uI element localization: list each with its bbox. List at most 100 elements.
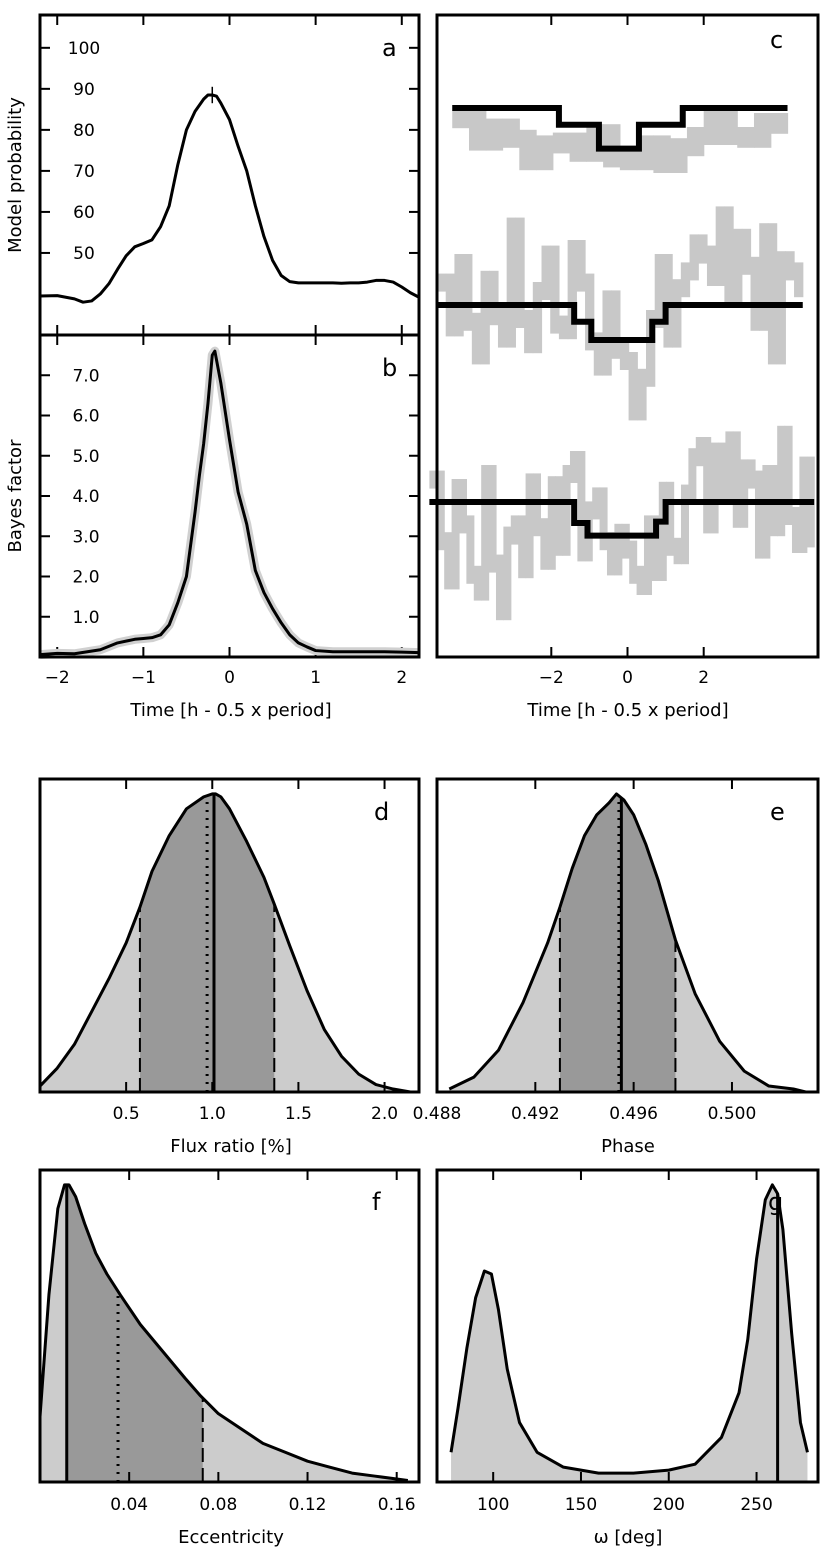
- panel-c-data-bin: [747, 459, 756, 489]
- panel-c-data-bin: [724, 206, 734, 303]
- panel-a-ytick-label: 70: [73, 162, 95, 182]
- panel-b-xtick-label: −1: [131, 668, 156, 688]
- panel-c-data-bin: [469, 110, 487, 151]
- panel-c-data-bin: [703, 110, 722, 145]
- panel-c-data-bin: [497, 307, 508, 348]
- panel-e-xtick-label: 0.492: [511, 1104, 560, 1124]
- panel-c-data-bin: [569, 451, 578, 483]
- panel-c-data-bin: [558, 315, 569, 340]
- panel-c-data-bin: [569, 132, 587, 162]
- panel-c-data-bin: [753, 113, 772, 148]
- panel-c-data-bin: [732, 431, 741, 528]
- panel-g-posterior-area: [451, 1184, 808, 1482]
- panel-c-data-bin: [471, 312, 482, 365]
- panel-a-ylabel: Model probability: [5, 97, 26, 253]
- panel-c-data-bin: [562, 465, 571, 556]
- panel-b: 7.0 6.0 5.0 4.0 3.0 2.0 1.0 −2 −1 0 1 2 b Bayes fac…: [5, 333, 421, 721]
- panel-e-letter: e: [770, 798, 785, 826]
- panel-c-data-bin: [698, 234, 708, 264]
- panel-f: 0.04 0.08 0.12 0.16 f Eccentricity: [38, 1168, 421, 1548]
- panel-a: 100 90 80 70 60 50 a Model probability: [5, 13, 421, 337]
- panel-c-data-bin: [680, 262, 691, 298]
- panel-a-frame: [38, 13, 421, 337]
- panel-c-data-bin: [502, 118, 520, 148]
- panel-c-data-bin: [473, 565, 482, 601]
- panel-f-posterior-curve: [38, 1183, 409, 1483]
- panel-c-data-bin: [524, 310, 534, 354]
- panel-c-data-bin: [547, 476, 556, 570]
- panel-c-data-bin: [466, 515, 475, 584]
- panel-c-data-bin: [654, 254, 665, 328]
- panel-b-ytick-label: 6.0: [72, 407, 99, 427]
- panel-g-xtick-label: 250: [740, 1495, 772, 1515]
- panel-a-plot-area: 100 90 80 70 60 50: [39, 15, 420, 335]
- panel-c-data-bin: [637, 368, 647, 421]
- panel-c-data-bin: [715, 206, 725, 286]
- panel-c-data-bin: [429, 470, 438, 489]
- panel-c-data-bin: [619, 340, 630, 370]
- panel-c-data-bin: [451, 479, 460, 590]
- panel-c-data-bin: [619, 149, 638, 171]
- panel-a-letter: a: [382, 34, 397, 62]
- panel-c-data-bin: [770, 113, 789, 134]
- panel-c-data-bin: [750, 256, 760, 331]
- panel-b-ytick-label: 5.0: [72, 447, 99, 467]
- panel-c-data-bin: [536, 135, 554, 171]
- panel-c-data-bin: [725, 431, 734, 500]
- panel-c-data-bin: [602, 290, 612, 376]
- panel-d-xtick-label: 0.5: [113, 1104, 140, 1124]
- panel-c-data-bin: [785, 251, 795, 281]
- panel-g-xtick-label: 200: [653, 1495, 685, 1515]
- panel-c-data-bin: [629, 540, 638, 584]
- panel-c-frame: [435, 13, 820, 659]
- panel-c-data-bin: [672, 279, 682, 348]
- panel-f-plot-area: 0.04 0.08 0.12 0.16: [38, 1170, 416, 1515]
- panel-c-data-bin: [670, 138, 688, 173]
- panel-c-data-bin: [506, 217, 516, 348]
- panel-c-xtick-label: −2: [539, 668, 564, 688]
- panel-b-letter: b: [382, 354, 397, 382]
- panel-a-ytick-label: 90: [73, 80, 95, 100]
- panel-b-ylabel: Bayes factor: [5, 439, 26, 553]
- panel-c-data-bin: [552, 132, 571, 154]
- panel-c-data-bin: [458, 479, 467, 534]
- panel-b-ytick-label: 1.0: [72, 608, 99, 628]
- panel-c-plot-area: −2 0 2: [429, 15, 815, 688]
- panel-c-data-bin: [518, 515, 527, 579]
- panel-b-plot-area: 7.0 6.0 5.0 4.0 3.0 2.0 1.0 −2 −1 0 1 2: [39, 335, 420, 688]
- panel-e-xlabel: Phase: [601, 1136, 655, 1157]
- panel-f-xtick-label: 0.16: [378, 1495, 416, 1515]
- panel-c-data-bin: [754, 470, 763, 559]
- panel-c-data-bin: [777, 425, 786, 537]
- panel-e-xtick-label: 0.500: [708, 1104, 757, 1124]
- panel-g-xtick-label: 150: [565, 1495, 597, 1515]
- panel-b-ytick-label: 4.0: [72, 487, 99, 507]
- panel-e-xtick-label: 0.496: [609, 1104, 658, 1124]
- panel-c-data-bin: [454, 254, 464, 337]
- panel-c-data-bin: [525, 473, 534, 579]
- panel-c-data-bin: [710, 442, 719, 534]
- panel-c-data-bin: [593, 332, 604, 376]
- panel-c-xtick-label: 0: [622, 668, 633, 688]
- panel-c-model-line: [429, 499, 815, 539]
- panel-g-posterior-curve: [449, 1183, 809, 1475]
- panel-d-xlabel: Flux ratio [%]: [170, 1136, 292, 1157]
- panel-c-data-bin: [437, 273, 447, 292]
- panel-c-data-bin: [658, 481, 667, 581]
- panel-b-xlabel: Time [h - 0.5 x period]: [129, 700, 331, 721]
- panel-c-data-bin: [452, 110, 470, 129]
- panel-c-data-bin: [737, 127, 755, 148]
- panel-g-letter: g: [768, 1188, 783, 1216]
- panel-b-frame: [38, 333, 421, 659]
- panel-c-data-bin: [495, 554, 504, 621]
- panel-a-ytick-label: 50: [73, 244, 95, 264]
- panel-d-xtick-label: 1.5: [285, 1104, 312, 1124]
- panel-c-data-bin: [489, 270, 499, 326]
- panel-f-letter: f: [372, 1188, 381, 1216]
- panel-c-data-bin: [643, 515, 652, 595]
- panel-d: 0.5 1.0 1.5 2.0 d Flux ratio [%]: [38, 777, 421, 1157]
- panel-e: 0.488 0.492 0.496 0.500 e Phase: [413, 777, 820, 1157]
- panel-c-data-bin: [444, 532, 453, 590]
- panel-c-data-bin: [541, 245, 551, 300]
